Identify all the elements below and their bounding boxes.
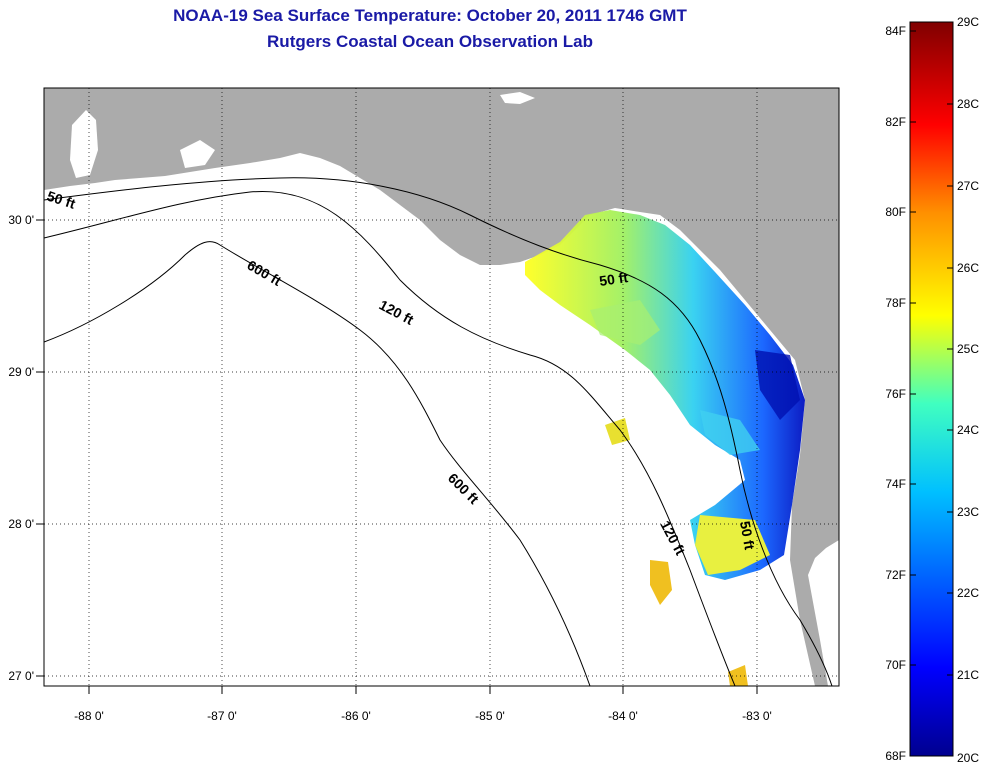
- colorbar-c-label: 20C: [957, 751, 979, 765]
- tick-marks: [36, 219, 758, 694]
- lake: [500, 92, 535, 104]
- x-tick-label: -88 0': [74, 709, 104, 723]
- colorbar-c-labels: 29C 28C 27C 26C 25C 24C 23C 22C 21C 20C: [957, 15, 979, 765]
- colorbar-f-label: 70F: [885, 658, 906, 672]
- map-frame: [43, 87, 840, 687]
- sst-warm-patch: [650, 560, 672, 605]
- y-tick-label: 29 0': [8, 365, 34, 379]
- sst-cold-patch: [755, 350, 800, 420]
- colorbar-c-label: 27C: [957, 179, 979, 193]
- contour-600ft: [44, 241, 591, 686]
- x-tick-label: -85 0': [475, 709, 505, 723]
- x-tick-label: -83 0': [742, 709, 772, 723]
- colorbar-c-label: 29C: [957, 15, 979, 29]
- colorbar-c-label: 24C: [957, 423, 979, 437]
- colorbar-f-label: 78F: [885, 296, 906, 310]
- colorbar-f-label: 82F: [885, 115, 906, 129]
- depth-contours: [44, 177, 833, 686]
- colorbar-f-label: 68F: [885, 749, 906, 763]
- y-tick-label: 27 0': [8, 669, 34, 683]
- sst-warm-patch: [695, 515, 770, 575]
- x-tick-label: -84 0': [608, 709, 638, 723]
- colorbar-c-label: 23C: [957, 505, 979, 519]
- contour-120ft: [44, 190, 736, 686]
- colorbar-f-label: 80F: [885, 205, 906, 219]
- x-tick-label: -87 0': [207, 709, 237, 723]
- y-tick-label: 30 0': [8, 213, 34, 227]
- x-tick-label: -86 0': [341, 709, 371, 723]
- colorbar-c-label: 25C: [957, 342, 979, 356]
- land-mass: [44, 88, 839, 686]
- colorbar-c-label: 21C: [957, 668, 979, 682]
- colorbar-f-label: 84F: [885, 24, 906, 38]
- map-subtitle: Rutgers Coastal Ocean Observation Lab: [267, 32, 593, 51]
- sst-patch: [700, 410, 760, 455]
- grid-lines: [44, 88, 839, 686]
- colorbar-c-ticks: [947, 103, 953, 676]
- colorbar-f-ticks: [910, 30, 916, 666]
- colorbar-c-label: 26C: [957, 261, 979, 275]
- colorbar: [909, 21, 954, 757]
- contour-label: 50 ft: [737, 520, 758, 551]
- sst-patch: [590, 300, 660, 345]
- sst-warm-patch: [605, 418, 630, 445]
- colorbar-f-label: 74F: [885, 477, 906, 491]
- colorbar-f-label: 76F: [885, 387, 906, 401]
- contour-50ft: [44, 177, 833, 686]
- colorbar-f-labels: 84F 82F 80F 78F 76F 74F 72F 70F 68F: [885, 24, 906, 763]
- sst-swath: [525, 210, 805, 580]
- colorbar-f-label: 72F: [885, 568, 906, 582]
- bay: [180, 140, 215, 168]
- colorbar-c-label: 22C: [957, 586, 979, 600]
- y-tick-label: 28 0': [8, 517, 34, 531]
- bay: [70, 110, 98, 178]
- x-axis-labels: -88 0' -87 0' -86 0' -85 0' -84 0' -83 0…: [74, 709, 772, 723]
- y-axis-labels: 30 0' 29 0' 28 0' 27 0': [8, 213, 34, 683]
- contour-label: 50 ft: [598, 269, 629, 289]
- colorbar-c-label: 28C: [957, 97, 979, 111]
- map-title: NOAA-19 Sea Surface Temperature: October…: [173, 6, 687, 25]
